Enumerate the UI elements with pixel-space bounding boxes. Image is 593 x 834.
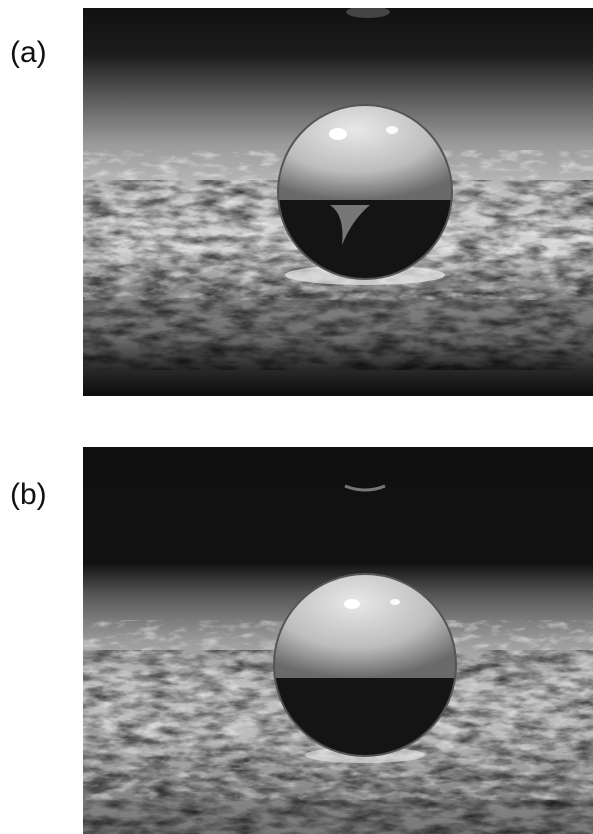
panel-label: (b): [10, 478, 47, 512]
photo-b: [83, 447, 593, 834]
figure-page: {"panels": [{"label": "(a)"}, {"label": …: [0, 0, 593, 834]
panel-label: (a): [10, 36, 47, 70]
figure: [0, 0, 593, 834]
photo-a: [83, 6, 593, 396]
